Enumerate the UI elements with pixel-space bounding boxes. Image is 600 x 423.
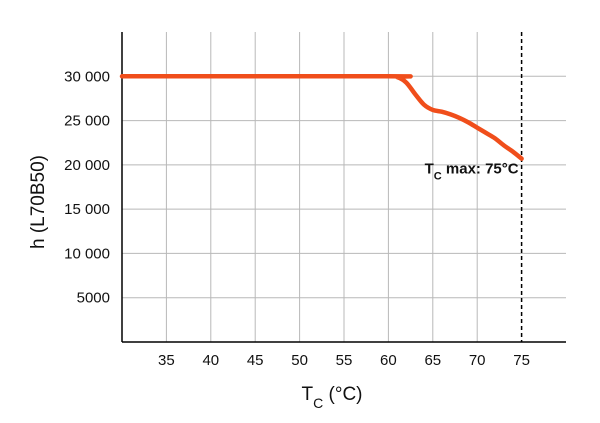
y-tick-label: 20 000 (64, 157, 110, 174)
x-tick-label: 35 (158, 352, 175, 369)
x-tick-label: 45 (247, 352, 264, 369)
y-tick-label: 5000 (77, 290, 110, 307)
y-tick-label: 30 000 (64, 68, 110, 85)
y-tick-label: 25 000 (64, 113, 110, 130)
x-tick-label: 70 (469, 352, 486, 369)
series-line (119, 73, 524, 161)
axis-titles: TC (°C) h (L70B50) (28, 155, 363, 411)
x-tick-label: 50 (291, 352, 308, 369)
x-tick-label: 75 (513, 352, 530, 369)
x-tick-label: 60 (380, 352, 397, 369)
tc-max-annotation: TC max: 75°C (425, 161, 519, 183)
annotations: TC max: 75°C (425, 161, 519, 183)
x-axis-title: TC (°C) (302, 384, 363, 411)
y-tick-label: 10 000 (64, 245, 110, 262)
x-tick-label: 65 (424, 352, 441, 369)
y-axis-title: h (L70B50) (28, 155, 49, 249)
x-tick-label: 55 (336, 352, 353, 369)
tick-labels: 35 40 45 50 55 60 65 70 75 5000 10 000 15 000 20 000… (64, 68, 530, 369)
x-tick-label: 40 (202, 352, 219, 369)
axes (121, 32, 566, 343)
y-tick-label: 15 000 (64, 201, 110, 218)
series-group (119, 73, 524, 161)
